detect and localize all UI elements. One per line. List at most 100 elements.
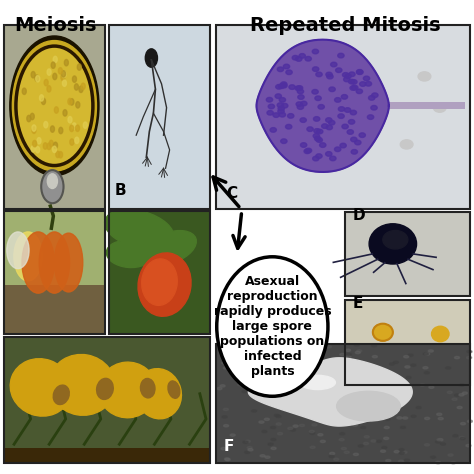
Ellipse shape xyxy=(466,356,472,359)
Ellipse shape xyxy=(62,71,66,78)
Ellipse shape xyxy=(59,152,63,158)
Ellipse shape xyxy=(278,106,284,111)
Ellipse shape xyxy=(418,72,431,81)
Ellipse shape xyxy=(300,118,306,122)
Ellipse shape xyxy=(355,140,361,145)
Ellipse shape xyxy=(316,138,322,142)
Ellipse shape xyxy=(406,376,411,379)
Ellipse shape xyxy=(351,137,357,142)
Ellipse shape xyxy=(291,363,296,365)
Ellipse shape xyxy=(223,408,228,410)
Ellipse shape xyxy=(377,376,383,379)
Ellipse shape xyxy=(348,119,355,124)
Ellipse shape xyxy=(47,86,51,92)
Ellipse shape xyxy=(7,232,29,269)
Ellipse shape xyxy=(451,461,456,464)
Ellipse shape xyxy=(312,90,318,94)
Ellipse shape xyxy=(342,124,348,129)
Ellipse shape xyxy=(32,127,36,134)
Ellipse shape xyxy=(73,76,76,82)
Ellipse shape xyxy=(299,364,304,366)
Ellipse shape xyxy=(308,398,313,401)
Ellipse shape xyxy=(248,448,253,451)
Ellipse shape xyxy=(400,140,413,149)
Ellipse shape xyxy=(288,114,294,118)
Ellipse shape xyxy=(33,140,36,147)
Ellipse shape xyxy=(285,367,290,369)
Ellipse shape xyxy=(342,73,349,77)
Text: Repeated Mitosis: Repeated Mitosis xyxy=(250,17,441,36)
Ellipse shape xyxy=(271,426,276,428)
Ellipse shape xyxy=(452,398,457,401)
Ellipse shape xyxy=(136,369,182,419)
Ellipse shape xyxy=(326,125,332,130)
Ellipse shape xyxy=(285,125,292,129)
Ellipse shape xyxy=(359,133,365,137)
FancyBboxPatch shape xyxy=(346,212,470,296)
FancyBboxPatch shape xyxy=(109,211,210,334)
Text: D: D xyxy=(353,209,365,223)
Ellipse shape xyxy=(243,441,248,443)
Ellipse shape xyxy=(106,240,152,267)
Ellipse shape xyxy=(411,364,416,366)
Ellipse shape xyxy=(327,402,332,404)
Ellipse shape xyxy=(256,372,261,374)
Ellipse shape xyxy=(324,413,328,415)
Ellipse shape xyxy=(373,324,393,341)
Ellipse shape xyxy=(43,143,47,149)
Ellipse shape xyxy=(305,148,312,153)
Ellipse shape xyxy=(350,86,356,90)
Ellipse shape xyxy=(448,454,453,456)
Ellipse shape xyxy=(271,438,276,441)
Ellipse shape xyxy=(258,360,263,362)
Ellipse shape xyxy=(339,438,344,441)
Ellipse shape xyxy=(62,71,65,77)
Ellipse shape xyxy=(360,82,366,86)
Ellipse shape xyxy=(39,232,70,293)
Ellipse shape xyxy=(300,375,336,390)
Ellipse shape xyxy=(384,426,389,428)
Ellipse shape xyxy=(32,125,36,131)
Ellipse shape xyxy=(81,83,85,90)
Ellipse shape xyxy=(262,354,267,356)
Text: B: B xyxy=(115,182,127,198)
Ellipse shape xyxy=(30,113,34,120)
Ellipse shape xyxy=(335,98,341,102)
Ellipse shape xyxy=(72,123,76,129)
Ellipse shape xyxy=(396,387,401,390)
Ellipse shape xyxy=(352,85,358,90)
FancyBboxPatch shape xyxy=(346,212,470,296)
FancyBboxPatch shape xyxy=(216,345,470,463)
Ellipse shape xyxy=(408,354,413,356)
Ellipse shape xyxy=(278,432,283,435)
Ellipse shape xyxy=(140,378,155,398)
Ellipse shape xyxy=(68,98,72,105)
FancyBboxPatch shape xyxy=(109,211,210,334)
Ellipse shape xyxy=(317,129,323,134)
Ellipse shape xyxy=(277,366,282,369)
Ellipse shape xyxy=(329,373,334,375)
Ellipse shape xyxy=(36,75,40,82)
Ellipse shape xyxy=(436,441,441,443)
Ellipse shape xyxy=(318,105,324,109)
Ellipse shape xyxy=(224,425,228,427)
Ellipse shape xyxy=(341,447,346,450)
Ellipse shape xyxy=(309,430,314,433)
Ellipse shape xyxy=(364,436,369,438)
Ellipse shape xyxy=(10,359,72,416)
Ellipse shape xyxy=(301,392,306,394)
Ellipse shape xyxy=(356,378,396,394)
Ellipse shape xyxy=(338,114,344,118)
Ellipse shape xyxy=(329,156,336,161)
Ellipse shape xyxy=(252,410,257,412)
Ellipse shape xyxy=(460,422,465,425)
Ellipse shape xyxy=(297,105,303,109)
Ellipse shape xyxy=(225,458,230,461)
Ellipse shape xyxy=(336,68,342,73)
Ellipse shape xyxy=(335,392,340,394)
Ellipse shape xyxy=(291,429,295,431)
Ellipse shape xyxy=(337,392,400,421)
Ellipse shape xyxy=(345,108,351,112)
Ellipse shape xyxy=(459,437,465,439)
Ellipse shape xyxy=(399,460,403,463)
